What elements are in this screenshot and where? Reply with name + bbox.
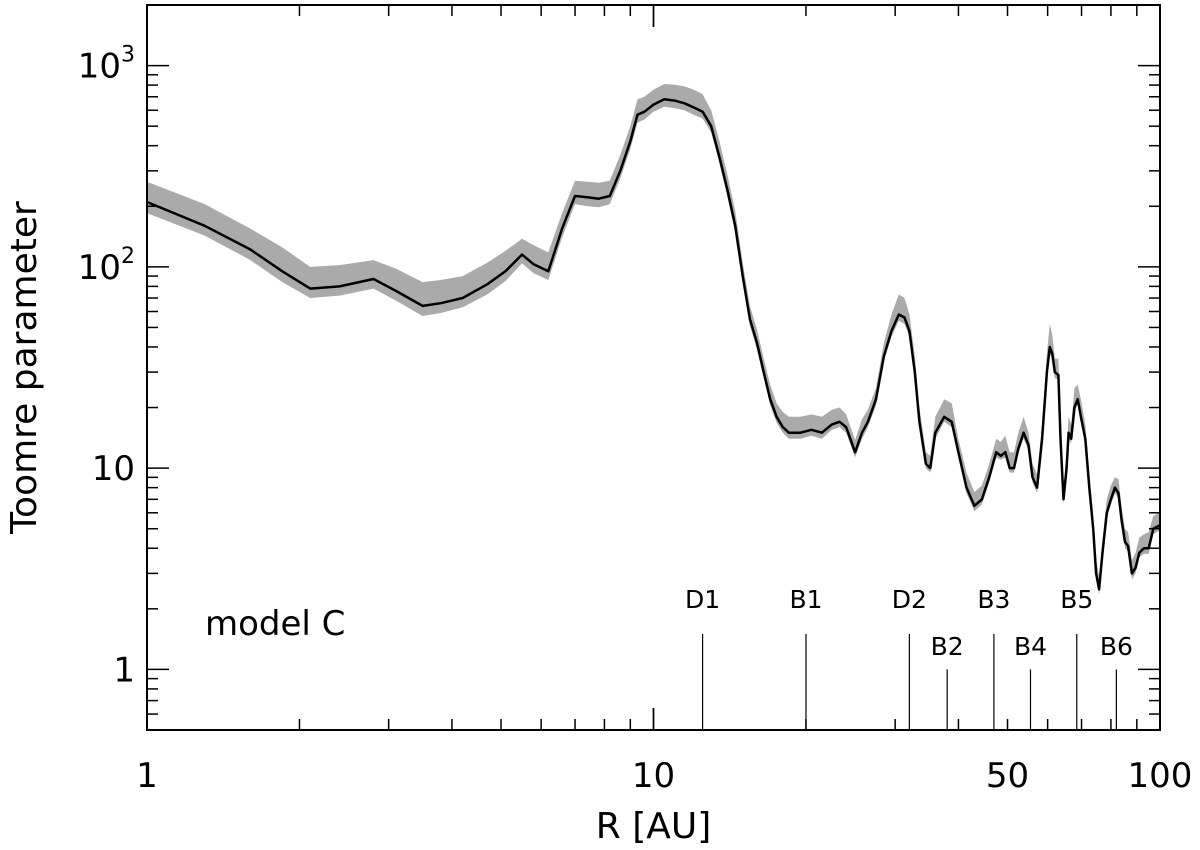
y-axis-title: Toomre parameter (4, 201, 45, 535)
uncertainty-band (147, 84, 1160, 595)
x-tick-label: 50 (986, 756, 1029, 796)
ring-label-b6: B6 (1100, 632, 1133, 661)
median-line (146, 98, 1161, 591)
ring-label-b5: B5 (1060, 585, 1093, 614)
y-tick-label: 1 (113, 650, 135, 690)
ring-label-b2: B2 (931, 632, 964, 661)
ring-label-b4: B4 (1014, 632, 1047, 661)
ring-label-b3: B3 (977, 585, 1010, 614)
median-line-layer (146, 98, 1161, 591)
y-tick-label: 103 (78, 43, 135, 87)
tick-layer: 1 10 50 100 1 10 102 103 (78, 4, 1193, 796)
x-axis-title: R [AU] (596, 806, 712, 847)
y-tick-label: 10 (92, 449, 135, 489)
ring-label-b1: B1 (789, 585, 822, 614)
x-tick-label: 10 (632, 756, 675, 796)
y-tick-label: 102 (78, 244, 135, 288)
x-tick-label: 1 (136, 756, 158, 796)
ring-label-d2: D2 (892, 585, 927, 614)
x-tick-label: 100 (1128, 756, 1193, 796)
uncertainty-band-layer (147, 84, 1160, 595)
ring-label-d1: D1 (685, 585, 720, 614)
model-annotation: model C (205, 604, 345, 644)
